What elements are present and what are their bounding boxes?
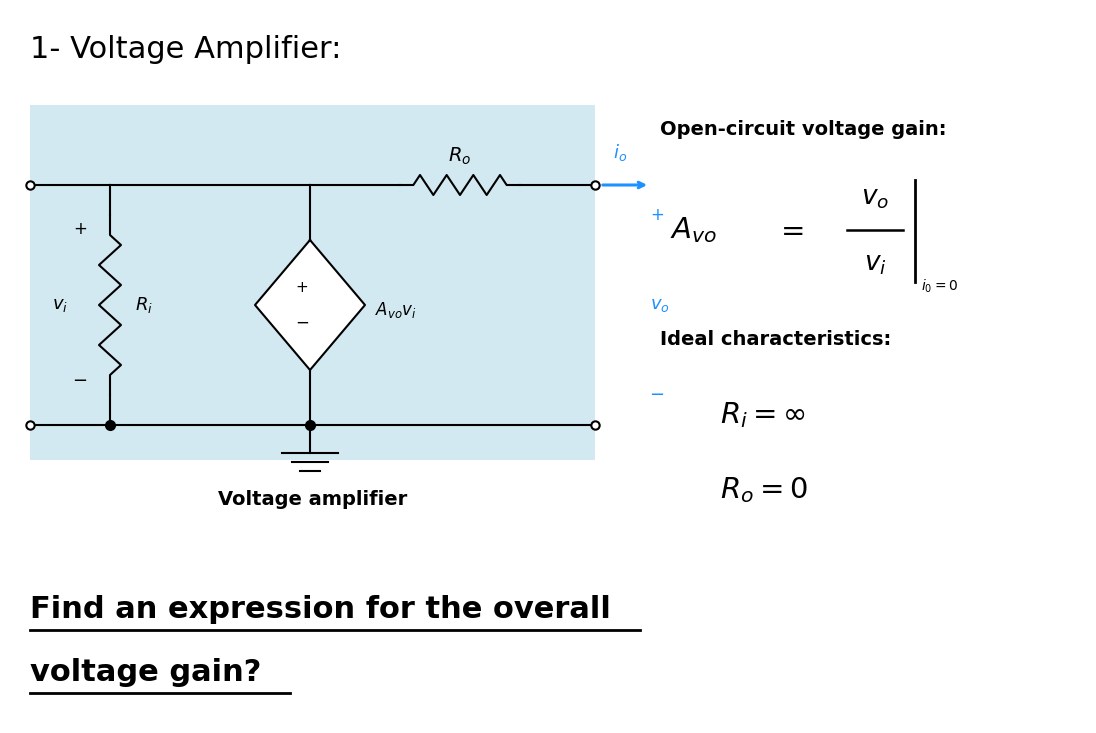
Text: $i_o$: $i_o$	[613, 142, 627, 163]
Text: Voltage amplifier: Voltage amplifier	[218, 490, 407, 509]
Text: $R_i$: $R_i$	[135, 295, 153, 315]
Text: −: −	[650, 386, 664, 404]
Text: +: +	[73, 220, 87, 238]
Text: −: −	[295, 314, 309, 332]
Text: $R_o = 0$: $R_o = 0$	[720, 475, 808, 505]
Text: $v_i$: $v_i$	[864, 251, 887, 277]
Polygon shape	[255, 240, 365, 370]
Text: Find an expression for the overall: Find an expression for the overall	[30, 595, 610, 624]
Text: $=$: $=$	[775, 216, 804, 244]
Bar	[30, 105, 595, 460]
Text: +: +	[650, 206, 664, 224]
Text: $i_0=0$: $i_0=0$	[921, 278, 958, 295]
Text: $A_{vo}v_i$: $A_{vo}v_i$	[375, 300, 416, 320]
Text: $v_o$: $v_o$	[650, 296, 670, 314]
Text: $A_{vo}$: $A_{vo}$	[670, 215, 717, 245]
Text: Open-circuit voltage gain:: Open-circuit voltage gain:	[660, 120, 947, 139]
Text: $v_i$: $v_i$	[52, 296, 68, 314]
Text: 1- Voltage Amplifier:: 1- Voltage Amplifier:	[30, 35, 341, 64]
Text: −: −	[72, 372, 88, 390]
Text: $R_i = \infty$: $R_i = \infty$	[720, 400, 806, 430]
Text: +: +	[296, 279, 308, 295]
Text: Ideal characteristics:: Ideal characteristics:	[660, 330, 891, 349]
Text: $R_o$: $R_o$	[448, 146, 471, 167]
Text: $v_o$: $v_o$	[861, 185, 889, 211]
Text: voltage gain?: voltage gain?	[30, 658, 261, 687]
